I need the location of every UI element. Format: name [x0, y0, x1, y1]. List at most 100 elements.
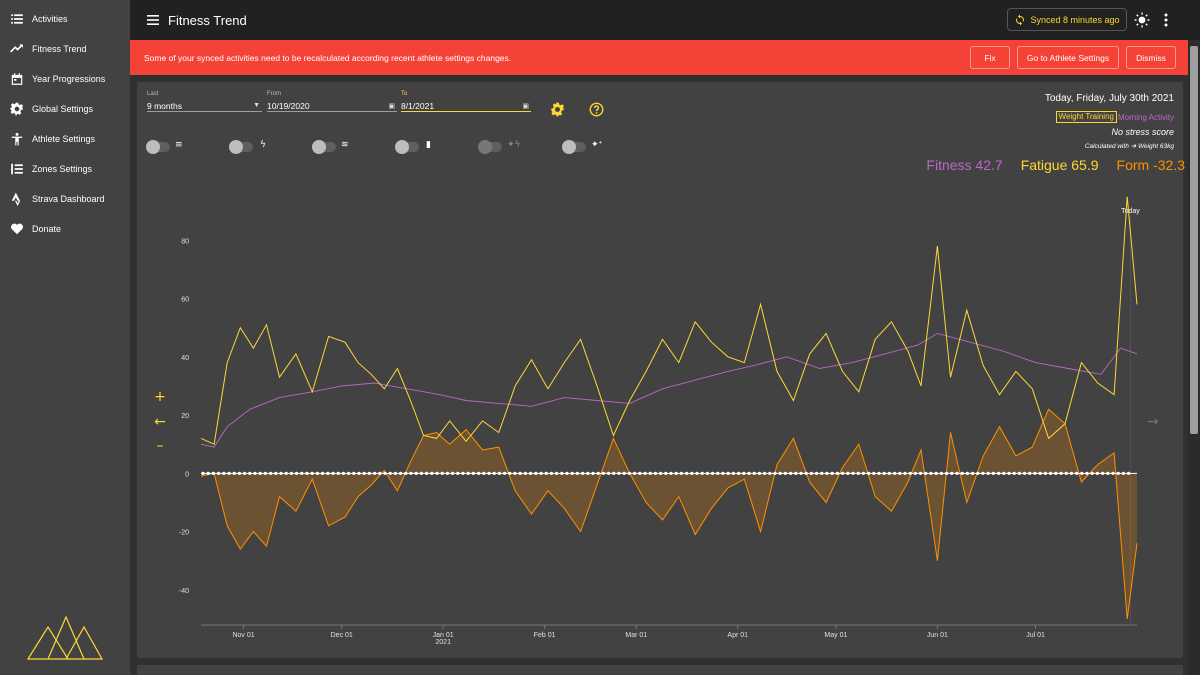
- activity-dot: [1116, 471, 1120, 475]
- activity-dot: [529, 471, 533, 475]
- sidebar-item-label: Zones Settings: [32, 164, 93, 174]
- activity-dot: [965, 471, 970, 475]
- last-value-row[interactable]: 9 months ▼: [147, 100, 262, 112]
- sidebar-item-activities[interactable]: Activities: [0, 4, 130, 34]
- activity-type-chip[interactable]: Weight Training: [1055, 111, 1117, 123]
- activity-dot: [705, 471, 710, 475]
- zoom-in-icon[interactable]: +: [154, 389, 166, 405]
- activity-dot: [367, 471, 371, 475]
- x-tick-label: May 01: [824, 632, 847, 639]
- calendar-picker-icon[interactable]: ▣: [522, 102, 529, 110]
- activity-dot: [451, 471, 455, 475]
- fix-button[interactable]: Fix: [970, 46, 1010, 69]
- activity-dot: [1002, 471, 1006, 475]
- activity-dot: [539, 471, 543, 475]
- app-logo: [26, 615, 104, 660]
- activity-dot: [716, 471, 720, 475]
- toggle-swim[interactable]: [312, 140, 336, 154]
- x-tick-label: Apr 01: [727, 632, 748, 639]
- activity-dot: [352, 471, 356, 475]
- activity-dot: [508, 471, 512, 475]
- activity-dot: [341, 471, 345, 475]
- activity-dot: [1064, 471, 1068, 475]
- pan-right-arrow-icon[interactable]: →: [1147, 414, 1159, 430]
- toggle-training-type-1[interactable]: [146, 140, 170, 154]
- to-date-field[interactable]: To 8/1/2021 ▣: [401, 91, 531, 112]
- activity-dot: [877, 471, 881, 475]
- menu-icon[interactable]: [146, 13, 160, 27]
- activity-dot: [820, 471, 824, 475]
- dropdown-arrow-icon: ▼: [253, 102, 260, 109]
- sidebar-item-strava-dashboard[interactable]: Strava Dashboard: [0, 184, 130, 214]
- toggle-power[interactable]: [229, 140, 253, 154]
- activity-dot: [700, 471, 704, 475]
- sidebar-item-fitness-trend[interactable]: Fitness Trend: [0, 34, 130, 64]
- x-tick-label: Jan 01: [433, 632, 454, 639]
- swim-icon: ≋: [341, 140, 349, 150]
- trending-up-icon: [10, 44, 23, 53]
- sync-status-button[interactable]: Synced 8 minutes ago: [1007, 8, 1127, 31]
- activity-dot: [243, 471, 247, 475]
- toggle-hr-power[interactable]: [478, 140, 502, 154]
- help-icon[interactable]: [589, 102, 604, 117]
- last-label: Last: [147, 91, 159, 97]
- activity-dot: [955, 471, 959, 475]
- activity-dot: [1007, 471, 1011, 475]
- today-label: Today: [1121, 208, 1140, 215]
- toggle-run[interactable]: [562, 140, 586, 154]
- activity-name-link[interactable]: Morning Activity: [1117, 112, 1174, 122]
- page-scrollbar[interactable]: [1188, 40, 1200, 675]
- calendar-picker-icon[interactable]: ▣: [388, 102, 395, 110]
- chart-settings-gear-icon[interactable]: [550, 102, 565, 117]
- dismiss-button[interactable]: Dismiss: [1126, 46, 1176, 69]
- activity-dot: [591, 471, 595, 475]
- heart-icon: [11, 223, 23, 235]
- activity-dot: [497, 471, 501, 475]
- go-to-athlete-settings-button[interactable]: Go to Athlete Settings: [1017, 46, 1119, 69]
- activity-dot: [1111, 471, 1115, 475]
- last-period-select[interactable]: Last 9 months ▼: [147, 91, 262, 112]
- activity-dot: [934, 471, 938, 475]
- from-value-row[interactable]: 10/19/2020 ▣: [267, 100, 397, 112]
- to-label: To: [401, 91, 408, 97]
- day-info-panel: Today, Friday, July 30th 2021 Weight Tra…: [874, 93, 1174, 152]
- activity-dot: [232, 471, 236, 475]
- sidebar-item-zones-settings[interactable]: Zones Settings: [0, 154, 130, 184]
- form-area: [201, 409, 1137, 619]
- metrics-summary: Fitness 42.7 Fatigue 65.9 Form -32.3: [908, 157, 1185, 173]
- pan-left-arrow-icon[interactable]: ←: [154, 414, 166, 430]
- theme-toggle-sun-icon[interactable]: [1134, 12, 1150, 28]
- activity-dot: [279, 471, 283, 475]
- scrollbar-thumb[interactable]: [1190, 46, 1198, 434]
- activity-dot: [1069, 471, 1073, 475]
- toggle-battery[interactable]: [395, 140, 419, 154]
- x-tick-label: Mar 01: [625, 632, 647, 639]
- activity-dot: [393, 471, 397, 475]
- from-date-field[interactable]: From 10/19/2020 ▣: [267, 91, 397, 112]
- activity-dot: [1033, 471, 1037, 475]
- zoom-out-icon[interactable]: –: [156, 438, 164, 454]
- sidebar-item-global-settings[interactable]: Global Settings: [0, 94, 130, 124]
- activity-dot: [1043, 471, 1047, 475]
- activity-dot: [461, 471, 465, 475]
- more-vert-icon[interactable]: [1160, 12, 1172, 28]
- list-icon: [11, 14, 23, 24]
- activity-dot: [638, 471, 642, 475]
- sidebar-item-athlete-settings[interactable]: Athlete Settings: [0, 124, 130, 154]
- sidebar-item-year-progressions[interactable]: Year Progressions: [0, 64, 130, 94]
- activity-dot: [373, 471, 377, 475]
- activity-dot: [601, 471, 605, 475]
- last-value: 9 months: [147, 100, 182, 111]
- to-value-row[interactable]: 8/1/2021 ▣: [401, 100, 531, 112]
- activity-dot: [804, 471, 808, 475]
- activity-dot: [565, 471, 569, 475]
- activity-dot: [206, 471, 210, 475]
- sidebar-item-donate[interactable]: Donate: [0, 214, 130, 244]
- activity-dot: [617, 471, 621, 475]
- activity-dot: [331, 471, 335, 475]
- sidebar-item-label: Fitness Trend: [32, 44, 87, 54]
- activity-dot: [482, 471, 486, 475]
- run-icon: ✦ᐩ: [591, 140, 603, 150]
- person-icon: [11, 132, 23, 146]
